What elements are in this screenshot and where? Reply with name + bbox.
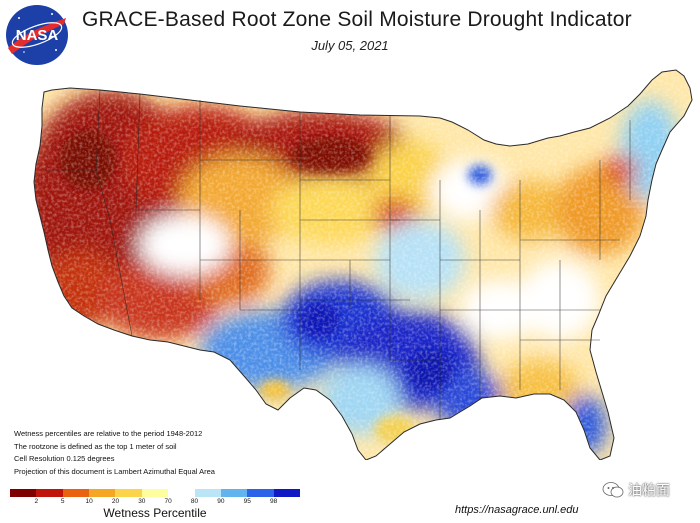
legend-tick-label: 80 [190,498,199,505]
conus-drought-map [33,69,693,460]
nasa-logo: NASA [4,2,70,68]
legend-tick-label: 98 [270,498,278,505]
wechat-icon [602,482,624,498]
wechat-watermark: 油粕面 [598,478,694,502]
notes-block: Wetness percentiles are relative to the … [14,428,215,478]
legend-tick-label: 30 [138,498,146,505]
note-rootzone: The rootzone is defined as the top 1 met… [14,441,177,451]
legend-tick-label: 70 [164,498,172,505]
legend-swatch [115,489,142,497]
legend-tick-label: 5 [60,498,65,505]
map-fill [34,70,692,460]
legend-tick-label: 20 [111,498,120,505]
legend-swatch [220,489,248,497]
map-title: GRACE-Based Root Zone Soil Moisture Drou… [82,8,632,31]
legend-swatch [62,489,90,497]
legend-swatch [36,489,63,497]
legend-swatch [10,489,37,497]
wetness-legend: 2 5 10 20 30 70 80 90 95 98 Wetness Percentile [10,489,300,520]
legend-tick-label: 90 [217,498,225,505]
legend-tick-label: 10 [85,498,93,505]
note-period: Wetness percentiles are relative to the … [14,429,203,438]
source-url[interactable]: https://nasagrace.unl.edu [455,504,579,516]
legend-color-bar [10,489,300,497]
legend-swatch [273,489,300,497]
state-boundaries [44,89,631,420]
nasa-logo-text: NASA [16,27,59,44]
legend-tick-label: 95 [243,498,251,505]
watermark-label: 油粕面 [628,482,670,498]
legend-swatch [247,489,274,497]
legend-title: Wetness Percentile [103,506,207,520]
legend-ticks: 2 5 10 20 30 70 80 90 95 98 [10,497,300,506]
legend-swatch [141,489,169,497]
note-resolution: Cell Resolution 0.125 degrees [14,454,115,463]
map-date: July 05, 2021 [311,38,389,53]
legend-swatch [194,489,221,497]
legend-swatch [168,489,195,497]
legend-swatch [89,489,116,497]
legend-tick-label: 2 [34,498,39,505]
note-projection: Projection of this document is Lambert A… [14,466,215,476]
